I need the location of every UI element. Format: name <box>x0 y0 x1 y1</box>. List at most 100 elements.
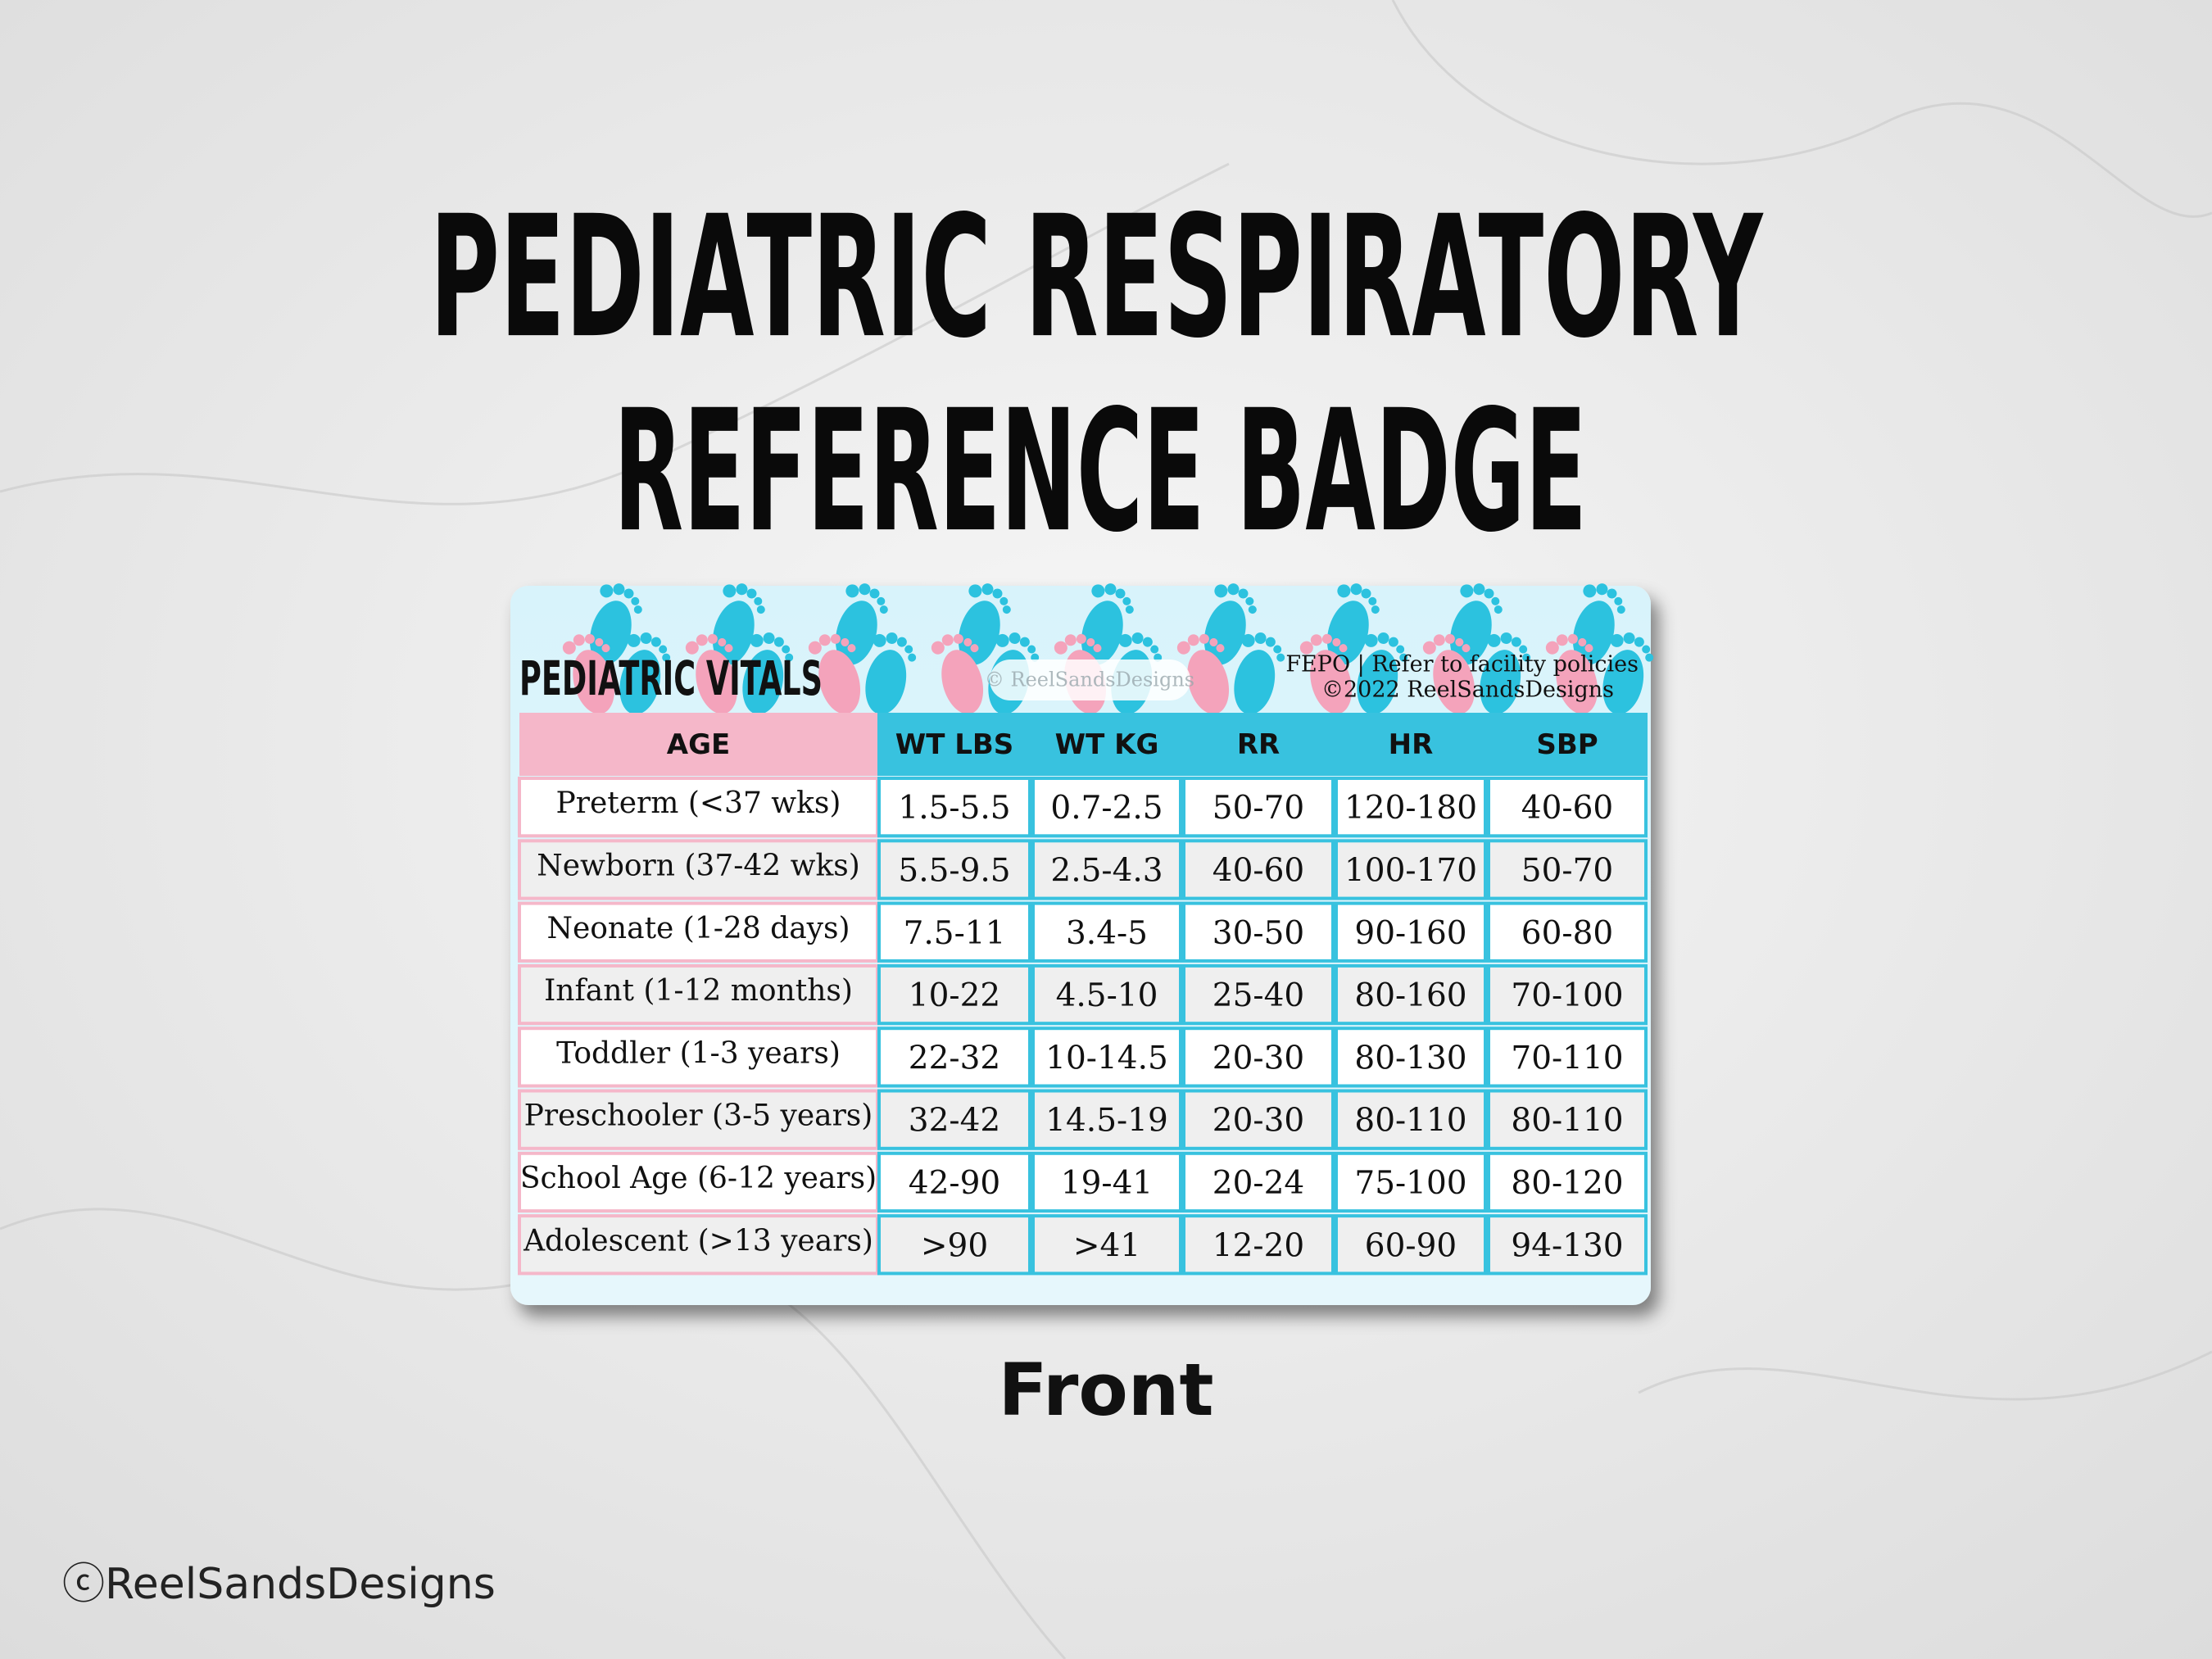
sole <box>1081 601 1123 665</box>
table-cell <box>1031 1089 1182 1150</box>
table-cell <box>1487 1027 1648 1088</box>
toe <box>1519 645 1528 654</box>
toe <box>562 641 576 655</box>
toe <box>808 641 822 655</box>
age-label: Preschooler (3-5 years) <box>524 1099 873 1133</box>
toe <box>1076 633 1086 644</box>
table-cell <box>1031 839 1182 900</box>
toe <box>1484 588 1494 599</box>
toe <box>584 633 595 644</box>
vital-value: 14.5-19 <box>1045 1103 1168 1140</box>
toe <box>1227 583 1240 596</box>
footer-credit: ⓒReelSandsDesigns <box>62 1560 496 1609</box>
toe <box>1091 584 1105 598</box>
toe <box>1310 634 1322 646</box>
vital-value: 10-22 <box>909 977 1000 1014</box>
table-cell <box>1487 963 1648 1026</box>
toe <box>1433 634 1445 646</box>
vital-value: 5.5-9.5 <box>898 852 1010 889</box>
column-header: WT LBS <box>895 728 1014 761</box>
header-cell <box>877 713 1031 776</box>
toe <box>1238 588 1249 599</box>
toe <box>707 633 718 644</box>
toe <box>1511 637 1521 647</box>
toe <box>613 583 625 596</box>
vital-value: 100-170 <box>1344 852 1477 889</box>
toe <box>785 653 794 662</box>
toe <box>1396 645 1405 654</box>
table-cell <box>518 1089 879 1150</box>
toe <box>1299 641 1313 655</box>
toe <box>1176 641 1190 655</box>
toe <box>1583 584 1597 598</box>
watermark-pill <box>990 660 1190 700</box>
toe <box>1273 645 1282 654</box>
header-cell <box>1182 713 1335 776</box>
toe <box>859 583 871 596</box>
table-cell <box>1335 777 1487 838</box>
toe <box>879 605 888 614</box>
vital-value: 25-40 <box>1213 977 1304 1014</box>
vital-value: 3.4-5 <box>1066 915 1148 952</box>
toe <box>1064 634 1077 646</box>
sole <box>1572 601 1615 665</box>
sole <box>573 650 615 714</box>
footprint <box>1572 583 1625 665</box>
toe <box>1361 588 1371 599</box>
toe <box>1455 638 1464 647</box>
vital-value: 80-120 <box>1511 1165 1623 1202</box>
table-cell <box>877 777 1031 838</box>
toe <box>631 596 640 605</box>
toe <box>1118 633 1132 647</box>
toe <box>1122 596 1131 605</box>
table-cell <box>1335 963 1487 1026</box>
table-cell <box>877 1151 1031 1213</box>
toe <box>1104 583 1117 596</box>
footprint <box>1203 583 1257 665</box>
sole <box>958 601 1000 665</box>
toe <box>1339 644 1348 653</box>
toe <box>953 633 963 644</box>
table-cell <box>1031 963 1182 1026</box>
age-label: Toddler (1-3 years) <box>556 1036 841 1070</box>
table-cell <box>1182 963 1335 1026</box>
table-cell <box>877 839 1031 900</box>
table-cell <box>518 963 879 1026</box>
toe <box>963 638 972 647</box>
toe <box>696 634 708 646</box>
vital-value: 80-130 <box>1354 1040 1466 1077</box>
toe <box>886 632 898 644</box>
footprint <box>742 632 794 715</box>
title-line: PEDIATRIC RESPIRATORY <box>430 180 1764 375</box>
footprint <box>1545 633 1598 714</box>
footprint <box>1299 633 1353 714</box>
age-label: Newborn (37-42 wks) <box>537 849 860 882</box>
footprint <box>1081 583 1134 665</box>
table-cell <box>1182 901 1335 963</box>
sole <box>1357 650 1398 715</box>
vital-value: 70-110 <box>1511 1040 1623 1077</box>
age-label: Neonate (1-28 days) <box>546 912 850 945</box>
vital-value: 80-160 <box>1354 977 1466 1014</box>
footprint <box>562 633 615 714</box>
table-cell <box>877 1027 1031 1088</box>
toe <box>981 583 994 596</box>
toe <box>773 637 784 647</box>
sole <box>1602 650 1644 715</box>
toe <box>1115 588 1126 599</box>
toe <box>1377 632 1389 644</box>
badge-note: FEPO | Refer to facility policies <box>1285 652 1639 678</box>
column-header: RR <box>1237 728 1280 761</box>
vital-value: 10-14.5 <box>1045 1040 1168 1077</box>
toe <box>659 645 668 654</box>
toe <box>1444 633 1455 644</box>
table-cell <box>1487 1151 1648 1213</box>
toe <box>1578 638 1587 647</box>
vital-value: 0.7-2.5 <box>1050 790 1163 827</box>
table-cell <box>1031 901 1182 963</box>
table-cell <box>1182 1027 1335 1088</box>
table-cell <box>877 1214 1031 1276</box>
footprint <box>685 633 738 714</box>
